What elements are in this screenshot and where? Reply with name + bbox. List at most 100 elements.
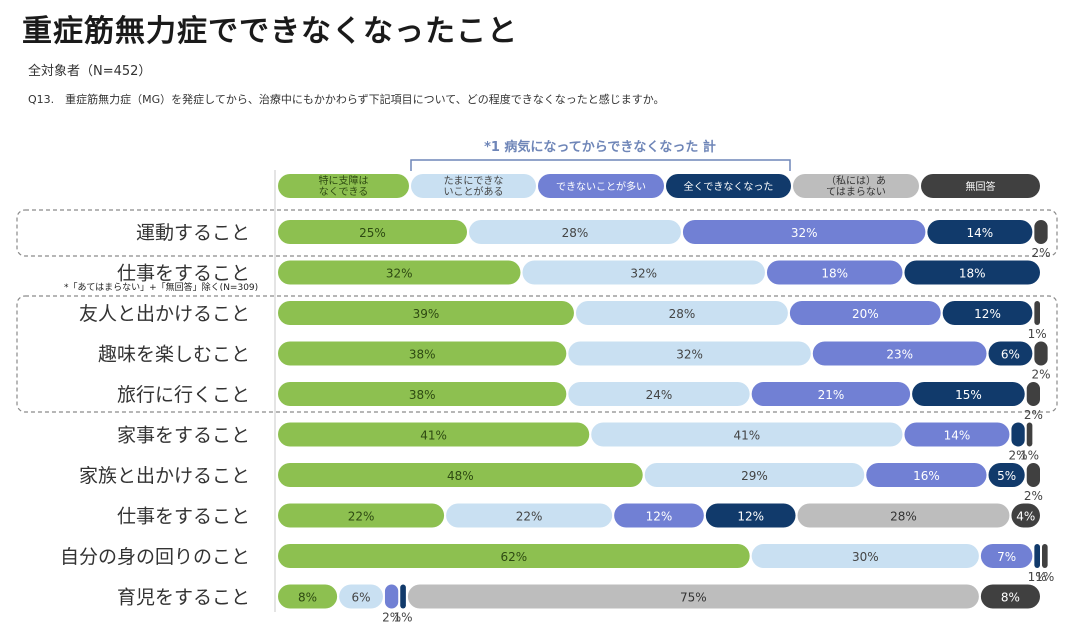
bar-segment [705,503,796,528]
data-label: 1% [1020,449,1039,463]
legend-label-5: てはまらない [826,186,886,198]
bar-segment [407,584,979,609]
data-label: 22% [348,510,375,524]
data-label: 25% [359,226,386,240]
data-label: 18% [821,267,848,281]
legend-swatch-3 [538,174,664,198]
bar-segment [912,382,1025,406]
bar-segment [789,301,941,325]
bar-segment [682,220,926,244]
legend-label-6: 無回答 [966,180,996,193]
data-label: 38% [409,388,436,402]
legend-label-3: できないことが多い [556,180,646,193]
data-label: 15% [955,388,982,402]
data-label: 1% [1028,327,1047,341]
footnote: *「あてはまらない」+「無回答」除く(N=309) [64,281,258,293]
bar-segment [278,260,521,285]
data-label: 2% [1031,368,1050,382]
bar-segment [522,260,765,285]
category-label: 家事をすること [117,425,250,447]
bar-segment [988,341,1033,366]
bar-segment [384,584,399,609]
data-label: 41% [420,429,447,443]
category-label: 仕事をすること [117,506,250,528]
bar-segment [980,544,1033,568]
category-label: 仕事をすること [117,263,250,285]
data-label: 8% [298,591,317,605]
data-label: 16% [913,469,940,483]
legend-label-4: 全くできなくなった [684,180,774,193]
data-label: 32% [386,267,413,281]
bar-segment [446,503,613,528]
bar-segment [575,301,788,325]
bar-segment [751,382,911,406]
bar-segment [1011,503,1040,528]
legend-swatch-5 [793,174,919,198]
data-label: 48% [447,469,474,483]
bar-segment [278,301,574,325]
legend-label-1: 特に支障は [319,174,369,187]
bar-segment [644,463,865,487]
data-label: 30% [852,550,879,564]
bar-segment [278,382,567,406]
bar-segment [980,584,1040,609]
highlight-box-1 [16,209,1058,257]
data-label: 6% [1001,348,1020,362]
bar-segment [1034,220,1048,244]
bar-segment [278,544,750,568]
data-label: 2% [1009,449,1028,463]
bar-segment [1026,382,1040,406]
data-label: 28% [890,510,917,524]
bar-segment [568,382,750,406]
bar-segment [751,544,979,568]
data-label: 32% [791,226,818,240]
data-label: 62% [501,550,528,564]
bracket-label: *1 病気になってからできなくなった 計 [484,139,716,155]
bar-segment [400,584,406,609]
legend-swatch-2 [411,174,536,198]
legend-label-1: なくできる [319,186,369,198]
category-label: 趣味を楽しむこと [98,344,250,366]
data-label: 28% [562,226,589,240]
data-label: 12% [737,510,764,524]
bar-segment [1042,544,1048,568]
data-label: 14% [944,429,971,443]
data-label: 2% [1024,408,1043,422]
data-label: 2% [382,611,401,625]
data-label: 29% [741,469,768,483]
data-label: 24% [646,388,673,402]
bar-segment [591,422,903,447]
category-label: 家族と出かけること [79,465,250,487]
category-label: 運動すること [136,222,250,244]
bar-segment [339,584,383,609]
data-label: 20% [852,307,879,321]
category-label: 旅行に行くこと [117,384,250,406]
data-label: 4% [1016,510,1035,524]
bar-segment [812,341,987,366]
data-label: 12% [974,307,1001,321]
bar-segment [278,422,590,447]
data-label: 2% [1024,489,1043,503]
legend-swatch-6 [921,174,1040,198]
bar-segment [1034,544,1040,568]
legend-swatch-1 [278,174,409,198]
data-label: 38% [409,348,436,362]
legend-swatch-4 [666,174,791,198]
data-label: 8% [1001,591,1020,605]
data-label: 18% [959,267,986,281]
bar-segment [614,503,704,528]
data-label: 12% [646,510,673,524]
data-label: 22% [516,510,543,524]
sample-size-label: 全対象者（N=452） [28,64,152,79]
bracket-line [410,159,791,171]
legend-label-2: たまにできな [444,175,504,187]
bar-segment [766,260,903,285]
data-label: 75% [680,591,707,605]
data-label: 14% [967,226,994,240]
bar-segment [1026,463,1040,487]
data-label: 1% [394,611,413,625]
data-label: 39% [413,307,440,321]
data-label: 6% [352,591,371,605]
bar-segment [1034,301,1040,325]
